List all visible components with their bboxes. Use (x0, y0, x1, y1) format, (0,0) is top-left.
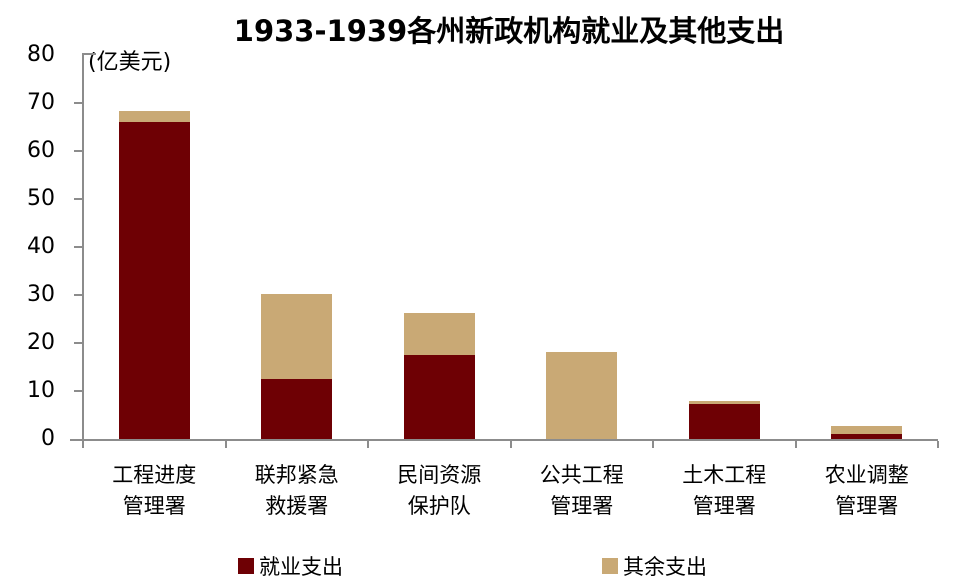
bar-segment-employment (831, 434, 903, 439)
x-tick (367, 441, 369, 448)
y-tick-label: 60 (27, 138, 55, 163)
legend-label-other: 其余支出 (623, 555, 707, 579)
y-tick-label: 80 (27, 42, 55, 67)
y-tick (74, 294, 83, 296)
y-tick (74, 390, 83, 392)
bar-segment-other (546, 352, 618, 439)
y-tick-label: 50 (27, 186, 55, 211)
legend-item-employment: 就业支出 (238, 551, 343, 581)
y-tick (74, 102, 83, 104)
y-tick (74, 150, 83, 152)
category-label: 农业调整 管理署 (824, 463, 909, 518)
x-tick (224, 441, 227, 448)
bar-segment-employment (118, 122, 190, 439)
bar-segment-other (688, 400, 760, 405)
legend-swatch-employment (238, 558, 254, 574)
bar-segment-other (118, 111, 190, 123)
y-axis-top-tick (83, 53, 96, 55)
y-tick (74, 342, 83, 344)
category-label: 公共工程 管理署 (539, 463, 624, 518)
y-tick (74, 198, 83, 200)
x-tick (794, 441, 797, 448)
x-axis-line (70, 439, 938, 441)
y-tick-label: 10 (27, 378, 55, 403)
x-tick (652, 441, 654, 448)
bar-segment-employment (688, 404, 760, 439)
y-tick-label: 30 (27, 282, 55, 307)
x-tick (937, 441, 939, 448)
bar-segment-employment (261, 379, 333, 439)
category-label: 土木工程 管理署 (682, 463, 767, 518)
category-label: 民间资源 保护队 (397, 463, 482, 518)
bar-segment-employment (403, 355, 475, 439)
category-label: 工程进度 管理署 (112, 463, 197, 518)
chart-title: 1933-1939各州新政机构就业及其他支出 (233, 14, 785, 48)
bar-segment-other (261, 293, 333, 380)
y-tick-label: 0 (41, 426, 55, 451)
legend-swatch-other (602, 558, 618, 574)
category-label: 联邦紧急 救援署 (254, 463, 339, 518)
y-tick-label: 20 (27, 330, 55, 355)
x-tick (509, 441, 512, 448)
bar-segment-other (403, 312, 475, 356)
x-tick (82, 441, 84, 448)
y-tick (74, 246, 83, 248)
y-axis-line (82, 53, 84, 441)
y-tick-label: 40 (27, 234, 55, 259)
y-axis-unit-label: (亿美元) (88, 50, 172, 75)
legend-item-other: 其余支出 (602, 551, 707, 581)
bar-segment-other (831, 425, 903, 435)
y-tick-label: 70 (27, 90, 55, 115)
legend-label-employment: 就业支出 (259, 555, 343, 579)
